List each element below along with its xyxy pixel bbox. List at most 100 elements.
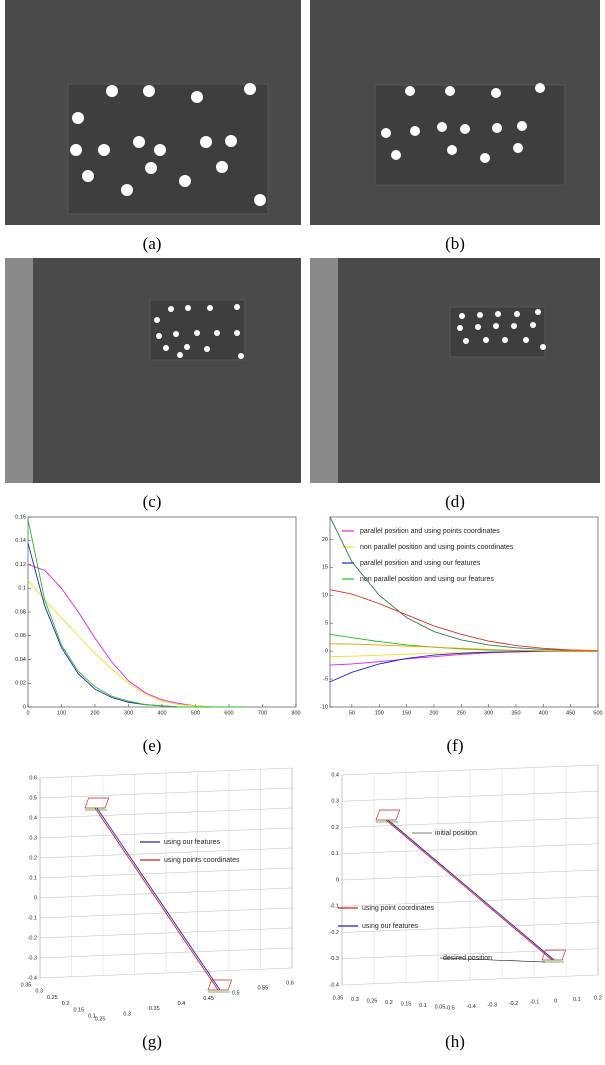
marker-dot	[185, 305, 191, 311]
marker-dot	[477, 312, 483, 318]
annotation: desired position	[443, 955, 492, 962]
y-tick-label: 0.55	[257, 986, 268, 992]
y-tick-label: -0.3	[488, 1003, 497, 1009]
annotation: initial position	[435, 830, 477, 837]
photo	[310, 258, 600, 483]
marker-dot	[492, 123, 502, 133]
marker-dot	[72, 112, 84, 124]
marker-dot	[523, 337, 529, 343]
x-tick-label: 500	[593, 710, 602, 716]
panel-caption: (b)	[445, 234, 465, 253]
legend-label: non parallel position and using points c…	[360, 544, 514, 551]
marker-dot	[493, 323, 499, 329]
x-tick-label: 0.35	[333, 995, 344, 1001]
x-tick-label: 800	[291, 710, 300, 716]
panel-caption: (a)	[143, 234, 162, 253]
marker-dot	[437, 122, 447, 132]
y-tick-label: 0.45	[203, 996, 214, 1002]
marker-dot	[121, 184, 133, 196]
series-line	[27, 519, 246, 708]
y-tick-label: 10	[322, 593, 328, 599]
marker-dot	[457, 325, 463, 331]
panel-caption: (e)	[143, 736, 162, 755]
x-tick-label: 50	[349, 710, 355, 716]
panel-caption: (g)	[142, 1032, 162, 1051]
y-tick-label: 0.02	[15, 681, 26, 687]
marker-dot	[156, 333, 162, 339]
y-tick-label: 0.16	[15, 514, 26, 520]
plot-frame	[27, 516, 297, 708]
legend-label: parallel position and using our features	[360, 560, 481, 567]
marker-dot	[514, 311, 520, 317]
y-tick-label: 0.06	[15, 633, 26, 639]
photo-background	[5, 258, 33, 483]
y-tick-label: 0.1	[18, 586, 26, 592]
y-tick-label: 20	[322, 537, 328, 543]
marker-dot	[214, 330, 220, 336]
y-tick-label: 0.2	[594, 995, 602, 1001]
marker-dot	[70, 144, 82, 156]
x-tick-label: 0.15	[73, 1007, 84, 1013]
y-tick-label: 0.5	[232, 991, 240, 997]
plate	[149, 299, 246, 361]
camera-frame	[207, 979, 233, 991]
z-tick-label: 0.4	[29, 815, 37, 821]
plate	[374, 84, 566, 186]
marker-dot	[145, 162, 157, 174]
z-tick-label: 0	[34, 895, 37, 901]
marker-dot	[168, 306, 174, 312]
z-tick-label: 0.6	[29, 775, 37, 781]
marker-dot	[194, 330, 200, 336]
y-tick-label: 0.12	[15, 562, 26, 568]
marker-dot	[483, 337, 489, 343]
marker-dot	[163, 345, 169, 351]
panel-caption: (d)	[445, 492, 465, 511]
y-tick-label: 0.4	[178, 1001, 186, 1007]
plate	[67, 83, 269, 215]
marker-dot	[244, 83, 256, 95]
marker-dot	[495, 311, 501, 317]
trajectory	[385, 819, 553, 961]
legend-label: using our features	[362, 923, 419, 930]
marker-dot	[154, 144, 166, 156]
y-tick-label: -0.1	[530, 1000, 539, 1006]
z-tick-label: -0.3	[28, 955, 37, 961]
x-tick-label: 0.3	[351, 997, 359, 1003]
trajectory	[387, 819, 555, 961]
panel-caption: (f)	[447, 736, 464, 755]
marker-dot	[530, 322, 536, 328]
marker-dot	[391, 150, 401, 160]
marker-dot	[143, 85, 155, 97]
series-line	[329, 643, 598, 652]
marker-dot	[511, 323, 517, 329]
y-tick-label: 5	[325, 621, 328, 627]
y-tick-label: 0.14	[15, 538, 26, 544]
y-tick-label: 0.6	[286, 980, 294, 986]
x-tick-label: 0.2	[62, 1001, 70, 1007]
plot-frame	[329, 516, 599, 708]
panel-caption: (c)	[143, 492, 162, 511]
x-tick-label: 300	[484, 710, 493, 716]
trajectory	[94, 807, 219, 991]
y-tick-label: 0.04	[15, 657, 26, 663]
x-tick-label: 300	[124, 710, 133, 716]
z-tick-label: 0.1	[29, 875, 37, 881]
camera-frame	[84, 797, 110, 809]
marker-dot	[154, 317, 160, 323]
x-tick-label: 0.1	[88, 1013, 96, 1019]
marker-dot	[513, 143, 523, 153]
legend-label: using our features	[164, 839, 221, 846]
marker-dot	[234, 330, 240, 336]
marker-dot	[184, 344, 190, 350]
z-tick-label: 0.4	[331, 772, 339, 778]
marker-dot	[405, 86, 415, 96]
y-tick-label: -10	[320, 704, 328, 710]
camera-frame	[541, 949, 567, 961]
x-tick-label: 0.05	[435, 1004, 446, 1010]
marker-dot	[216, 161, 228, 173]
x-tick-label: 350	[511, 710, 520, 716]
y-tick-label: 0	[23, 704, 26, 710]
series-line	[329, 516, 599, 652]
marker-dot	[517, 121, 527, 131]
